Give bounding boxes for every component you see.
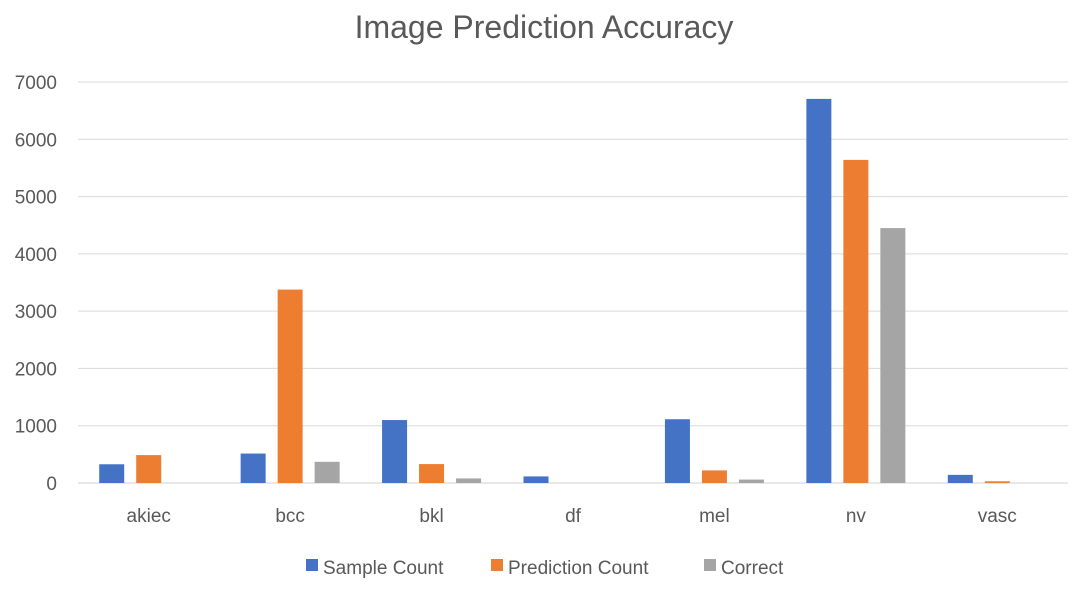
bar-nv-prediction-count — [843, 159, 869, 483]
y-tick-label: 1000 — [15, 417, 57, 438]
y-tick-label: 7000 — [15, 73, 57, 94]
y-tick-label: 2000 — [15, 359, 57, 380]
legend-label: Sample Count — [323, 558, 444, 579]
bar-akiec-prediction-count — [136, 455, 162, 483]
x-category-label: bcc — [275, 506, 305, 527]
bar-df-sample-count — [523, 476, 549, 483]
y-axis-ticks: 0 1000 2000 3000 4000 5000 6000 7000 — [15, 73, 57, 495]
legend: Sample Count Prediction Count Correct — [306, 558, 784, 579]
bar-bkl-correct — [456, 478, 482, 483]
x-category-label: mel — [699, 506, 730, 527]
bar-nv-sample-count — [806, 98, 832, 483]
bar-bkl-prediction-count — [419, 464, 445, 483]
x-category-label: bkl — [419, 506, 443, 527]
y-tick-label: 3000 — [15, 302, 57, 323]
gridlines — [78, 81, 1068, 484]
bar-mel-sample-count — [664, 419, 690, 483]
legend-label: Prediction Count — [508, 558, 649, 579]
bar-akiec-sample-count — [99, 464, 125, 483]
chart-title: Image Prediction Accuracy — [355, 9, 734, 45]
bar-mel-prediction-count — [701, 470, 727, 483]
x-axis-categories: akiec bcc bkl df mel nv vasc — [127, 506, 1017, 527]
legend-swatch — [306, 559, 318, 571]
bar-bcc-prediction-count — [277, 289, 303, 483]
bar-vasc-sample-count — [947, 474, 973, 483]
bar-mel-correct — [738, 479, 764, 483]
bar-bkl-sample-count — [382, 420, 408, 483]
y-tick-label: 5000 — [15, 188, 57, 209]
x-category-label: df — [565, 506, 582, 527]
bar-bcc-sample-count — [240, 453, 266, 483]
bar-nv-correct — [880, 228, 906, 483]
legend-swatch — [491, 559, 503, 571]
x-category-label: nv — [846, 506, 867, 527]
x-category-label: vasc — [978, 506, 1017, 527]
bars — [99, 98, 1010, 483]
y-tick-label: 6000 — [15, 130, 57, 151]
legend-swatch — [704, 559, 716, 571]
y-tick-label: 4000 — [15, 245, 57, 266]
x-category-label: akiec — [127, 506, 171, 527]
legend-label: Correct — [721, 558, 784, 579]
bar-bcc-correct — [314, 461, 340, 483]
y-tick-label: 0 — [46, 474, 57, 495]
bar-vasc-prediction-count — [984, 481, 1010, 483]
